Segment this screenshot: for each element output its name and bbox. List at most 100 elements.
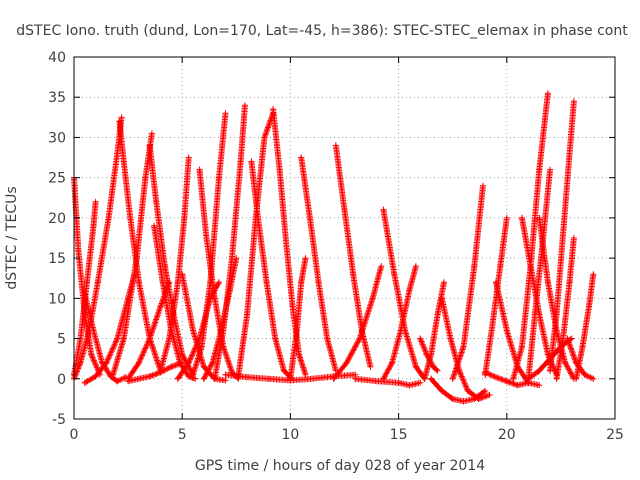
data-point — [120, 335, 127, 342]
data-point — [94, 279, 101, 286]
data-point — [254, 214, 261, 221]
y-tick-label: -5 — [52, 412, 66, 428]
data-point — [421, 375, 428, 382]
data-point — [200, 363, 207, 370]
data-point — [553, 311, 560, 318]
x-tick-label: 20 — [498, 427, 516, 443]
series-track — [146, 142, 197, 378]
y-tick-label: 15 — [48, 251, 66, 267]
series-track — [287, 255, 309, 382]
data-point — [211, 375, 218, 382]
data-point — [449, 395, 456, 402]
data-point — [287, 377, 294, 384]
data-point — [190, 371, 197, 378]
data-point — [380, 375, 387, 382]
data-point — [570, 235, 577, 241]
series-track — [421, 279, 448, 382]
x-tick-label: 5 — [178, 427, 187, 443]
data-point — [503, 327, 510, 334]
data-point — [296, 351, 303, 358]
data-point — [265, 375, 272, 382]
data-point — [135, 359, 142, 366]
data-point — [428, 351, 435, 358]
data-point — [261, 134, 268, 141]
data-point — [226, 287, 233, 294]
data-point — [283, 239, 290, 246]
data-point — [562, 359, 569, 366]
data-point — [146, 373, 153, 380]
data-point — [181, 214, 188, 221]
data-point — [356, 335, 363, 342]
data-point — [536, 382, 543, 389]
data-point — [276, 166, 283, 173]
data-point — [142, 174, 149, 181]
series-track — [109, 130, 155, 378]
data-point — [90, 327, 97, 334]
data-point — [570, 98, 577, 105]
data-point — [553, 375, 560, 382]
data-point — [343, 359, 350, 366]
data-point — [471, 395, 478, 402]
data-point — [127, 214, 134, 221]
data-point — [192, 375, 199, 382]
data-point — [125, 378, 132, 385]
data-point — [83, 279, 90, 286]
data-point — [367, 363, 374, 370]
data-point — [135, 279, 142, 286]
series-track — [125, 359, 186, 385]
data-point — [75, 247, 82, 254]
data-point — [179, 271, 186, 278]
data-point — [332, 142, 339, 149]
data-point — [148, 130, 155, 137]
data-point — [120, 158, 127, 165]
data-point — [447, 335, 454, 342]
data-point — [215, 174, 222, 181]
data-point — [280, 367, 287, 374]
data-point — [350, 271, 357, 278]
data-point — [105, 214, 112, 221]
series-track — [211, 102, 248, 382]
data-point — [586, 303, 593, 310]
data-point — [434, 367, 441, 374]
data-point — [298, 154, 305, 161]
series-markers — [380, 206, 427, 381]
data-point — [449, 375, 456, 382]
data-point — [456, 367, 463, 374]
data-point — [190, 327, 197, 334]
chart-title: dSTEC Iono. truth (dund, Lon=170, Lat=-4… — [16, 23, 628, 39]
y-tick-label: 35 — [48, 90, 66, 106]
data-point — [289, 303, 296, 310]
data-point — [503, 214, 510, 221]
data-point — [215, 279, 222, 286]
data-point — [566, 150, 573, 157]
data-point — [482, 387, 489, 394]
data-point — [309, 375, 316, 382]
data-point — [109, 371, 116, 378]
y-tick-label: 30 — [48, 130, 66, 146]
data-point — [272, 335, 279, 342]
data-point — [185, 373, 192, 380]
data-point — [244, 374, 251, 381]
series-track — [248, 158, 294, 381]
data-point — [222, 377, 229, 384]
x-tick-label: 25 — [606, 427, 624, 443]
data-point — [302, 255, 309, 262]
series-track — [525, 335, 575, 382]
data-point — [417, 335, 424, 342]
data-point — [547, 355, 554, 362]
data-point — [168, 363, 175, 370]
data-point — [547, 166, 554, 173]
data-point — [564, 335, 571, 342]
data-point — [536, 214, 543, 221]
data-point — [168, 327, 175, 334]
data-point — [544, 279, 551, 286]
data-point — [536, 367, 543, 374]
data-point — [324, 335, 331, 342]
data-point — [244, 311, 251, 318]
series-track — [428, 375, 489, 405]
data-point — [157, 369, 164, 376]
data-point — [298, 279, 305, 286]
data-point — [196, 166, 203, 173]
data-point — [77, 359, 84, 366]
